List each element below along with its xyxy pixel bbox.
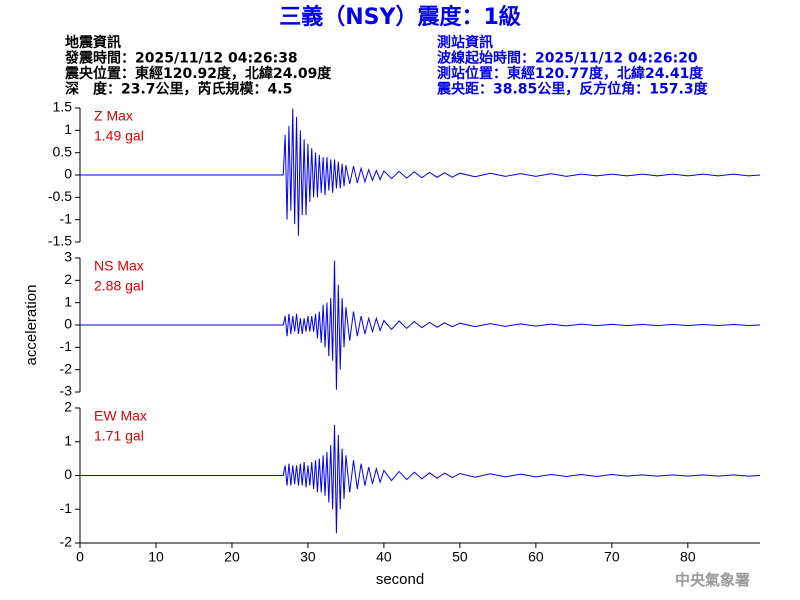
x-tick-label: 60 — [528, 549, 544, 565]
x-tick-label: 30 — [300, 549, 316, 565]
info-left: 地震資訊 — [65, 34, 121, 51]
x-tick-label: 40 — [376, 549, 392, 565]
x-tick-label: 0 — [76, 549, 84, 565]
info-right: 測站位置：東經120.77度，北緯24.41度 — [437, 65, 704, 82]
waveform — [80, 108, 761, 236]
panel-title: NS Max — [94, 258, 144, 274]
waveform — [80, 260, 761, 390]
y-tick-label: -1 — [60, 500, 73, 516]
info-right: 測站資訊 — [437, 34, 493, 51]
y-tick-label: 2 — [64, 271, 72, 287]
info-left: 發震時間：2025/11/12 04:26:38 — [64, 50, 298, 67]
y-tick-label: 0 — [64, 466, 72, 482]
y-tick-label: -2 — [60, 534, 73, 550]
y-tick-label: -1.5 — [48, 233, 72, 249]
y-tick-label: 0 — [64, 166, 72, 182]
y-tick-label: -3 — [60, 383, 73, 399]
y-axis-label: acceleration — [23, 285, 40, 366]
panel-max: 1.71 gal — [94, 428, 144, 444]
y-tick-label: 1 — [64, 432, 72, 448]
y-tick-label: 1 — [64, 293, 72, 309]
x-tick-label: 10 — [148, 549, 164, 565]
y-tick-label: -1 — [60, 210, 73, 226]
info-right: 震央距：38.85公里，反方位角：157.3度 — [436, 81, 709, 98]
x-axis-label: second — [376, 571, 424, 588]
panel-max: 1.49 gal — [94, 128, 144, 144]
y-tick-label: -1 — [60, 338, 73, 354]
panel-title: EW Max — [94, 408, 147, 424]
y-tick-label: 1.5 — [53, 99, 73, 115]
y-tick-label: 3 — [64, 249, 72, 265]
panel-max: 2.88 gal — [94, 278, 144, 294]
waveform — [80, 424, 761, 534]
x-tick-label: 50 — [452, 549, 468, 565]
y-tick-label: 2 — [64, 399, 72, 415]
y-tick-label: -0.5 — [48, 188, 72, 204]
x-tick-label: 20 — [224, 549, 240, 565]
panel-title: Z Max — [94, 108, 133, 124]
y-tick-label: 1 — [64, 121, 72, 137]
y-tick-label: 0 — [64, 316, 72, 332]
x-tick-label: 80 — [680, 549, 696, 565]
x-tick-label: 70 — [604, 549, 620, 565]
y-tick-label: -2 — [60, 360, 73, 376]
info-left: 深 度：23.7公里，芮氏規模：4.5 — [65, 81, 292, 98]
info-right: 波線起始時間：2025/11/12 04:26:20 — [437, 50, 698, 67]
info-left: 震央位置：東經120.92度，北緯24.09度 — [64, 65, 332, 82]
title: 三義（NSY）震度：1級 — [279, 4, 521, 30]
y-tick-label: 0.5 — [53, 143, 73, 159]
footer: 中央氣象署 — [675, 571, 750, 589]
